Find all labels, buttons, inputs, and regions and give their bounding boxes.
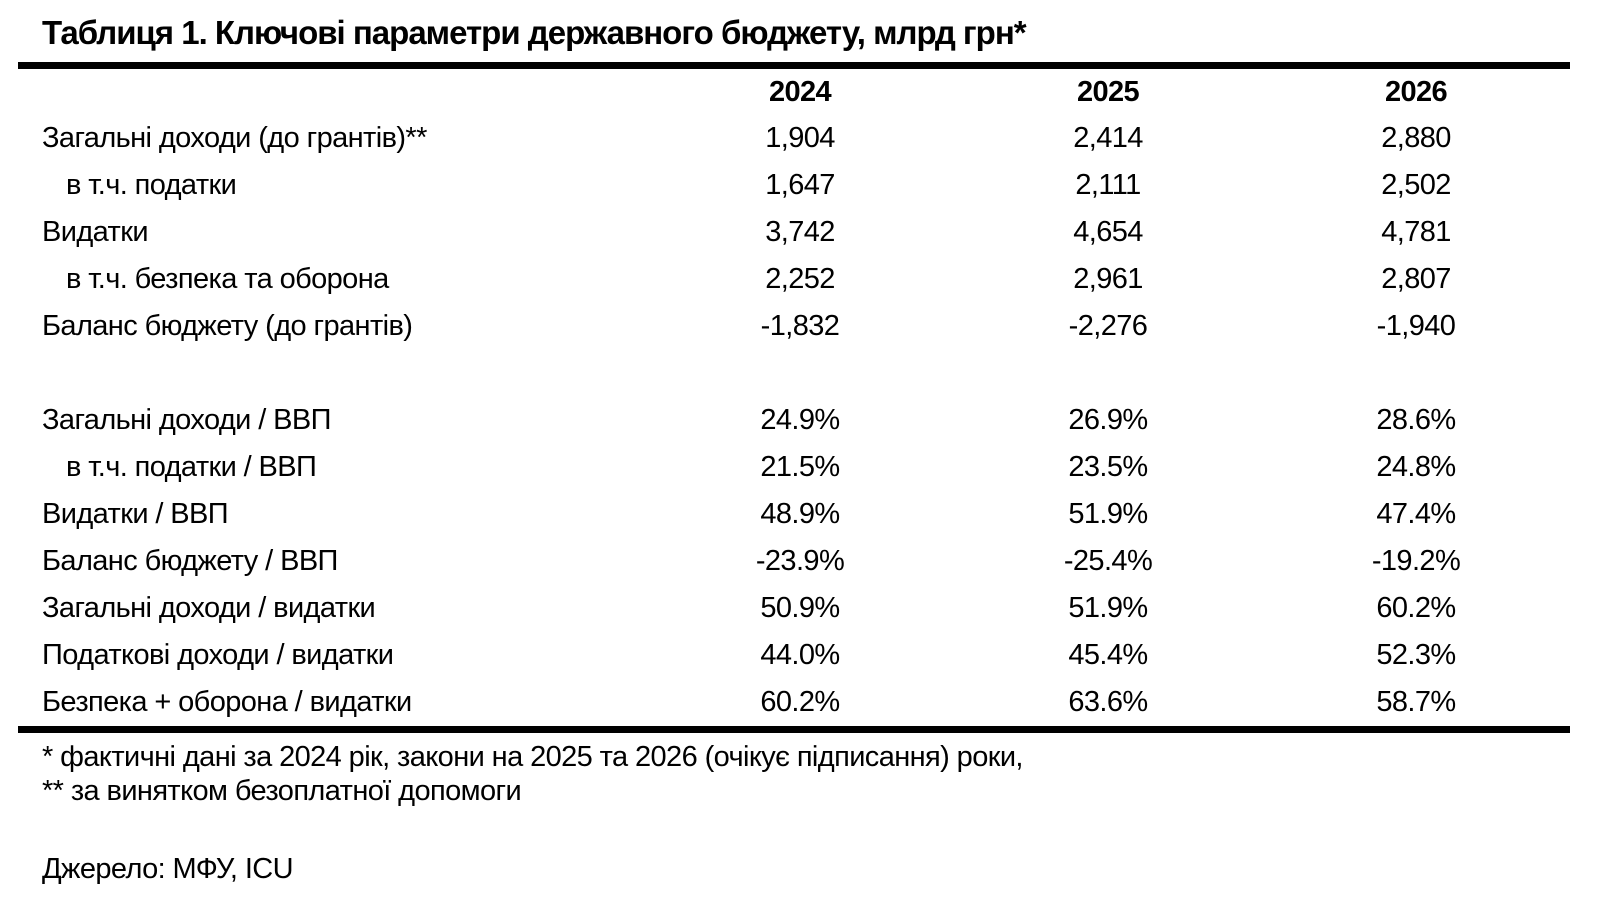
bottom-rule <box>18 726 1570 733</box>
cell-value: 21.5% <box>760 451 840 483</box>
table-row: Загальні доходи / ВВП 24.9% 26.9% 28.6% <box>18 397 1570 444</box>
top-rule <box>18 62 1570 69</box>
year-header-2024: 2024 <box>768 75 832 108</box>
row-label: Безпека + оборона / видатки <box>42 686 412 718</box>
table-row: в т.ч. безпека та оборона 2,252 2,961 2,807 <box>18 256 1570 303</box>
cell-value: 23.5% <box>1068 451 1148 483</box>
row-label: Загальні доходи (до грантів)** <box>42 122 427 154</box>
table-row: в т.ч. податки 1,647 2,111 2,502 <box>18 162 1570 209</box>
row-label: Загальні доходи / видатки <box>42 592 376 624</box>
footnotes: * фактичні дані за 2024 рік, закони на 2… <box>18 740 1570 808</box>
cell-value: 51.9% <box>1068 498 1148 530</box>
cell-value: 4,654 <box>1073 216 1143 248</box>
cell-value: 2,252 <box>765 263 835 295</box>
cell-value: 2,111 <box>1075 169 1141 201</box>
row-label: Баланс бюджету (до грантів) <box>42 310 413 342</box>
spacer-row <box>18 350 1570 397</box>
cell-value: -1,832 <box>760 310 840 342</box>
cell-value: 2,961 <box>1073 263 1143 295</box>
year-header-2026: 2026 <box>1384 75 1448 108</box>
cell-value: 52.3% <box>1376 639 1456 671</box>
table-row: Видатки 3,742 4,654 4,781 <box>18 209 1570 256</box>
table-row: Безпека + оборона / видатки 60.2% 63.6% 58.… <box>18 679 1570 726</box>
cell-value: -2,276 <box>1068 310 1148 342</box>
cell-value: 60.2% <box>1376 592 1456 624</box>
cell-value: 44.0% <box>760 639 840 671</box>
cell-value: 24.9% <box>760 404 840 436</box>
header-row: 2024 2025 2026 <box>18 69 1570 115</box>
cell-value: 1,904 <box>765 122 835 154</box>
cell-value: 63.6% <box>1068 686 1148 718</box>
cell-value: 47.4% <box>1376 498 1456 530</box>
table-row: Загальні доходи (до грантів)** 1,904 2,414… <box>18 115 1570 162</box>
table-row: Податкові доходи / видатки 44.0% 45.4% 52.3… <box>18 632 1570 679</box>
cell-value: 2,502 <box>1381 169 1451 201</box>
cell-value: -25.4% <box>1063 545 1153 577</box>
document: Таблиця 1. Ключові параметри державного … <box>18 0 1570 886</box>
row-label: Загальні доходи / ВВП <box>42 404 331 436</box>
cell-value: 26.9% <box>1068 404 1148 436</box>
cell-value: 45.4% <box>1068 639 1148 671</box>
footnote-actual-data: * фактичні дані за 2024 рік, закони на 2… <box>42 741 1023 773</box>
cell-value: 4,781 <box>1381 216 1451 248</box>
row-label: Баланс бюджету / ВВП <box>42 545 338 577</box>
cell-value: 2,880 <box>1381 122 1451 154</box>
cell-value: 51.9% <box>1068 592 1148 624</box>
cell-value: 24.8% <box>1376 451 1456 483</box>
table-row: Видатки / ВВП 48.9% 51.9% 47.4% <box>18 491 1570 538</box>
table-row: Баланс бюджету (до грантів) -1,832 -2,276 -… <box>18 303 1570 350</box>
cell-value: 50.9% <box>760 592 840 624</box>
footnote-excluding-grants: ** за винятком безоплатної допомоги <box>42 775 522 807</box>
table-body: Загальні доходи (до грантів)** 1,904 2,414… <box>18 115 1570 726</box>
cell-value: 28.6% <box>1376 404 1456 436</box>
cell-value: 1,647 <box>765 169 835 201</box>
cell-value: -19.2% <box>1371 545 1461 577</box>
row-label: Податкові доходи / видатки <box>42 639 394 671</box>
year-header-2025: 2025 <box>1076 75 1140 108</box>
row-label: в т.ч. податки / ВВП <box>66 451 317 483</box>
cell-value: -23.9% <box>755 545 845 577</box>
cell-value: 3,742 <box>765 216 835 248</box>
cell-value: 58.7% <box>1376 686 1456 718</box>
cell-value: 2,414 <box>1073 122 1143 154</box>
cell-value: -1,940 <box>1376 310 1456 342</box>
table-row: в т.ч. податки / ВВП 21.5% 23.5% 24.8% <box>18 444 1570 491</box>
table-row: Загальні доходи / видатки 50.9% 51.9% 60.2% <box>18 585 1570 632</box>
cell-value: 2,807 <box>1381 263 1451 295</box>
row-label: в т.ч. безпека та оборона <box>66 263 389 295</box>
page-title: Таблиця 1. Ключові параметри державного … <box>42 14 1027 51</box>
table-row: Баланс бюджету / ВВП -23.9% -25.4% -19.2% <box>18 538 1570 585</box>
source-line: Джерело: МФУ, ICU <box>42 853 294 885</box>
cell-value: 48.9% <box>760 498 840 530</box>
row-label: Видатки / ВВП <box>42 498 229 530</box>
budget-table: 2024 2025 2026 Загальні доходи (до грант… <box>18 69 1570 726</box>
row-label: в т.ч. податки <box>66 169 237 201</box>
cell-value: 60.2% <box>760 686 840 718</box>
row-label: Видатки <box>42 216 149 248</box>
